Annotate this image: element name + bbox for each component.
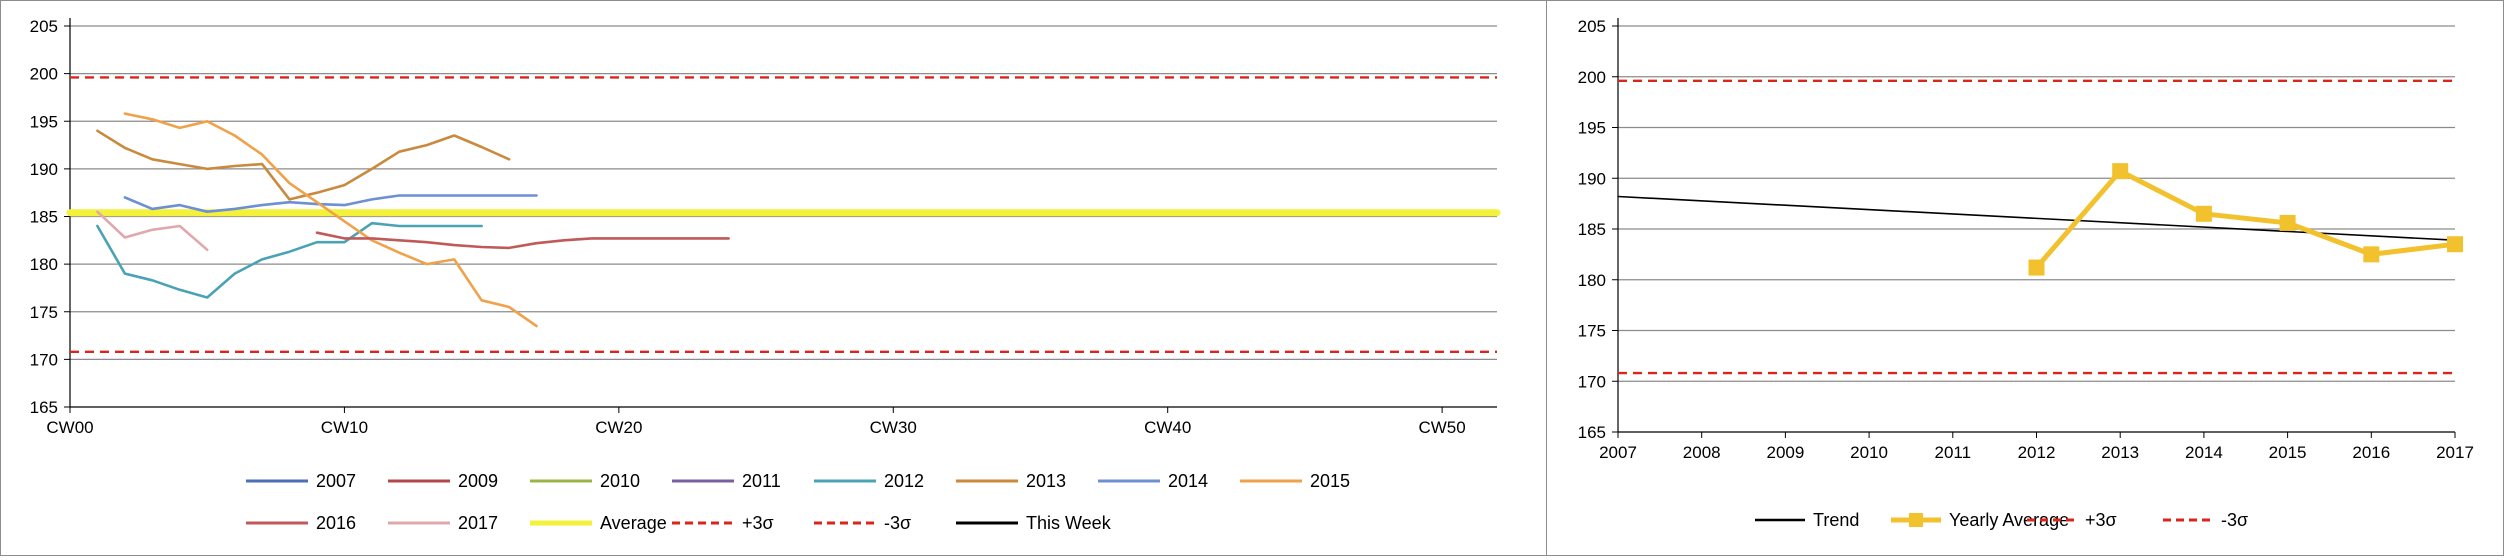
- series-line-2013: [96, 129, 511, 201]
- x-tick-label: 2011: [1935, 443, 1972, 462]
- x-tick-label: CW00: [46, 418, 93, 437]
- legend-item-2017: 2017: [388, 513, 498, 533]
- x-tick-label: 2017: [2436, 443, 2474, 462]
- data-point-yearly-average: [2028, 259, 2045, 276]
- legend-label: 2010: [600, 471, 640, 491]
- series-line-yearly-average: [2034, 168, 2458, 271]
- legend-item-2007: 2007: [246, 471, 356, 491]
- x-tick-label: 2013: [2101, 443, 2139, 462]
- legend-label: 2016: [316, 513, 356, 533]
- x-tick-label: CW40: [1144, 418, 1191, 437]
- legend-item-2012: 2012: [814, 471, 924, 491]
- x-tick-label: 2008: [1683, 443, 1721, 462]
- legend-label: 2017: [458, 513, 498, 533]
- data-point-yearly-average: [2112, 163, 2129, 180]
- legend-item-average: Average: [530, 513, 667, 533]
- x-tick-label: CW10: [321, 418, 368, 437]
- legend-item-2015: 2015: [1240, 471, 1350, 491]
- data-point-yearly-average: [2363, 246, 2380, 263]
- legend-item-2011: 2011: [672, 471, 781, 491]
- legend: 2007 2009 2010 2011 2012 2013 2014 2015 2016 2017…: [246, 471, 1350, 533]
- y-tick-label: 175: [30, 303, 58, 322]
- series-line-2014: [123, 194, 538, 213]
- x-tick-label: 2009: [1766, 443, 1804, 462]
- legend-item-2010: 2010: [530, 471, 640, 491]
- series-group: [66, 76, 1501, 353]
- x-tick-label: 2016: [2352, 443, 2390, 462]
- legend-label: 2009: [458, 471, 498, 491]
- data-point-yearly-average: [2195, 205, 2212, 222]
- data-point-yearly-average: [2447, 236, 2463, 253]
- y-tick-label: 180: [1578, 271, 1606, 290]
- data-point-yearly-average: [2279, 214, 2296, 231]
- yearly-chart: 165 170 175 180 185 190 195 200 205 2007 2008 2009 2…: [1578, 17, 2474, 530]
- y-tick-label: 185: [1578, 220, 1606, 239]
- legend-marker: [1909, 513, 1923, 527]
- y-tick-label: 185: [30, 208, 58, 227]
- legend-item-trend: Trend: [1755, 510, 1859, 530]
- y-tick-label: 170: [1578, 372, 1606, 391]
- legend-label: Average: [600, 513, 667, 533]
- legend-label: This Week: [1026, 513, 1112, 533]
- legend-label: -3σ: [884, 513, 911, 533]
- legend-item-2013: 2013: [956, 471, 1066, 491]
- legend-label: 2015: [1310, 471, 1350, 491]
- gridlines: [1612, 25, 2455, 433]
- legend-item-minus-3sigma: -3σ: [814, 513, 911, 533]
- y-tick-label: 165: [30, 398, 58, 417]
- x-tick-label: CW20: [595, 418, 642, 437]
- x-tick-label: 2014: [2185, 443, 2223, 462]
- legend-label: +3σ: [2085, 510, 2117, 530]
- series-line-2017: [96, 210, 209, 252]
- y-tick-label: 200: [1578, 68, 1606, 87]
- y-tick-label: 180: [30, 255, 58, 274]
- x-tick-label: 2012: [2018, 443, 2056, 462]
- legend-label: Yearly Average: [1949, 510, 2069, 530]
- x-tick-label: CW30: [870, 418, 917, 437]
- y-tick-label: 205: [30, 17, 58, 36]
- y-tick-label: 200: [30, 65, 58, 84]
- y-tick-label: 205: [1578, 17, 1606, 36]
- legend-item-this-week: This Week: [956, 513, 1112, 533]
- legend-item-2016: 2016: [246, 513, 356, 533]
- x-tick-label: 2010: [1850, 443, 1888, 462]
- series-line-2012: [96, 221, 483, 299]
- yearly-chart-panel: 165 170 175 180 185 190 195 200 205 2007 2008 2009 2…: [1546, 0, 2504, 556]
- legend-label: 2012: [884, 471, 924, 491]
- y-tick-label: 190: [30, 160, 58, 179]
- x-tick-label: CW50: [1418, 418, 1465, 437]
- legend-item-yearly-average: Yearly Average: [1891, 510, 2069, 530]
- legend-label: -3σ: [2221, 510, 2248, 530]
- x-tick-label: 2007: [1599, 443, 1637, 462]
- y-tick-label: 165: [1578, 423, 1606, 442]
- x-tick-label: 2015: [2269, 443, 2307, 462]
- legend-item-plusminus-3sigma: +3σ: [2027, 510, 2117, 530]
- weekly-chart-panel: 165 170 175 180 185 190 195 200 205 CW00 CW10 CW20 C…: [0, 0, 1548, 556]
- legend-label: 2007: [316, 471, 356, 491]
- series-line-2015: [123, 112, 538, 328]
- series-line-2016: [315, 231, 730, 250]
- legend-label: 2014: [1168, 471, 1208, 491]
- legend-item-minus-3sigma: -3σ: [2163, 510, 2248, 530]
- y-tick-label: 195: [1578, 119, 1606, 138]
- y-tick-label: 190: [1578, 169, 1606, 188]
- weekly-chart: 165 170 175 180 185 190 195 200 205 CW00 CW10 CW20 C…: [30, 17, 1501, 533]
- legend-item-2014: 2014: [1098, 471, 1208, 491]
- legend-label: 2011: [742, 471, 781, 491]
- legend-item-plusminus-3sigma: +3σ: [672, 513, 774, 533]
- legend-label: Trend: [1813, 510, 1859, 530]
- series-group: [1617, 79, 2463, 375]
- legend-item-2009: 2009: [388, 471, 498, 491]
- y-tick-label: 195: [30, 112, 58, 131]
- legend-label: 2013: [1026, 471, 1066, 491]
- y-tick-label: 170: [30, 350, 58, 369]
- gridlines: [64, 25, 1497, 408]
- series-line-trend: [1617, 195, 2456, 241]
- y-tick-label: 175: [1578, 322, 1606, 341]
- legend: Trend Yearly Average +3σ -3σ: [1755, 510, 2248, 530]
- legend-label: +3σ: [742, 513, 774, 533]
